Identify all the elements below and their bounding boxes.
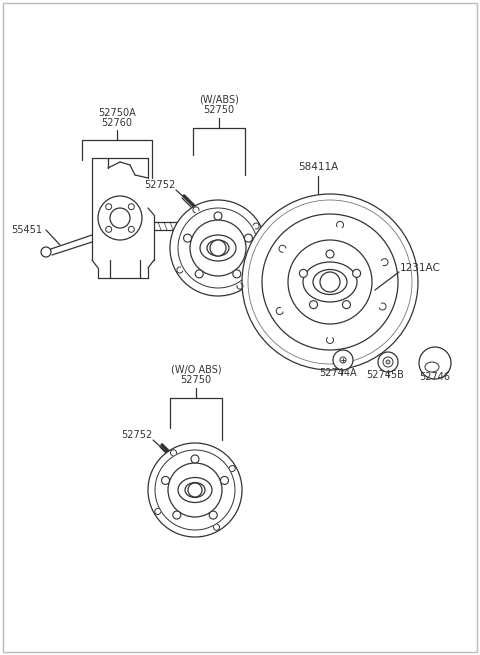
Circle shape xyxy=(310,301,318,309)
Ellipse shape xyxy=(313,269,347,295)
Circle shape xyxy=(209,511,217,519)
Circle shape xyxy=(320,272,340,292)
Circle shape xyxy=(262,214,398,350)
Circle shape xyxy=(342,301,350,309)
Circle shape xyxy=(170,200,266,296)
Text: (W/ABS): (W/ABS) xyxy=(199,95,239,105)
Text: 52744A: 52744A xyxy=(319,368,357,378)
Text: 52746: 52746 xyxy=(420,372,451,382)
Circle shape xyxy=(178,208,258,288)
Text: 52752: 52752 xyxy=(121,430,152,440)
Ellipse shape xyxy=(178,477,212,502)
Circle shape xyxy=(98,196,142,240)
Circle shape xyxy=(168,463,222,517)
Circle shape xyxy=(41,247,51,257)
Text: 52760: 52760 xyxy=(101,118,132,128)
Ellipse shape xyxy=(185,483,205,498)
Circle shape xyxy=(214,212,222,220)
Circle shape xyxy=(300,269,307,277)
Circle shape xyxy=(161,476,169,485)
Text: (W/O ABS): (W/O ABS) xyxy=(171,365,221,375)
Text: 1231AC: 1231AC xyxy=(400,263,441,273)
Circle shape xyxy=(333,350,353,370)
Text: 52750A: 52750A xyxy=(98,108,136,118)
Circle shape xyxy=(244,234,252,242)
Circle shape xyxy=(148,443,242,537)
Circle shape xyxy=(340,357,346,363)
Circle shape xyxy=(378,352,398,372)
Circle shape xyxy=(110,208,130,228)
Text: 52750: 52750 xyxy=(204,105,235,115)
Circle shape xyxy=(106,204,112,210)
Text: 58411A: 58411A xyxy=(298,162,338,172)
Circle shape xyxy=(191,455,199,463)
Ellipse shape xyxy=(200,235,236,261)
Circle shape xyxy=(326,250,334,258)
Circle shape xyxy=(183,234,192,242)
Circle shape xyxy=(195,270,203,278)
Circle shape xyxy=(128,204,134,210)
Circle shape xyxy=(383,357,393,367)
Ellipse shape xyxy=(425,362,439,372)
Circle shape xyxy=(248,200,412,364)
Text: 55451: 55451 xyxy=(11,225,42,235)
Text: 52745B: 52745B xyxy=(366,370,404,380)
Circle shape xyxy=(288,240,372,324)
Circle shape xyxy=(419,347,451,379)
Circle shape xyxy=(210,240,226,256)
Circle shape xyxy=(353,269,360,277)
Circle shape xyxy=(190,220,246,276)
Circle shape xyxy=(106,227,112,233)
Ellipse shape xyxy=(303,262,357,302)
Circle shape xyxy=(155,450,235,530)
Text: 52752: 52752 xyxy=(144,180,175,190)
Circle shape xyxy=(188,483,202,497)
Ellipse shape xyxy=(207,240,229,256)
Circle shape xyxy=(233,270,241,278)
Circle shape xyxy=(242,194,418,370)
Circle shape xyxy=(128,227,134,233)
Circle shape xyxy=(386,360,390,364)
Text: 52750: 52750 xyxy=(180,375,212,385)
Circle shape xyxy=(220,476,228,485)
Circle shape xyxy=(173,511,181,519)
